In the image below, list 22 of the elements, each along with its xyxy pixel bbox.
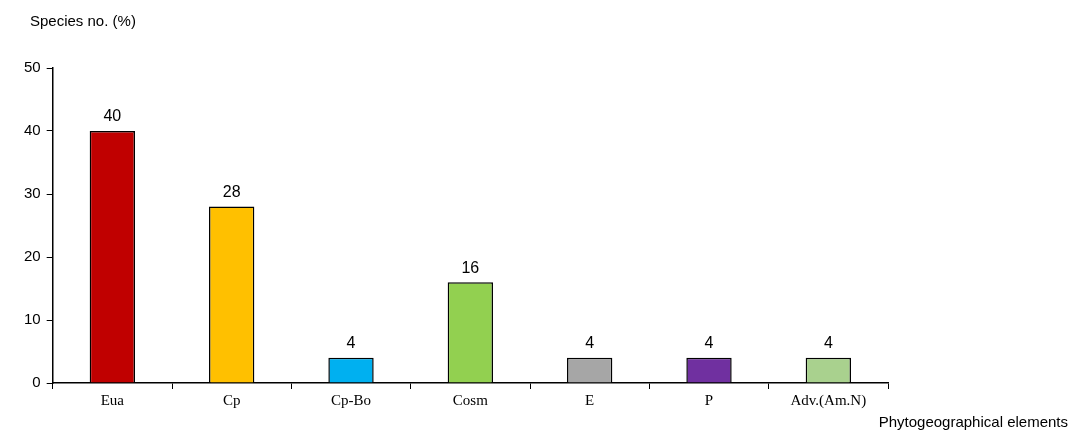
x-tick-label: Adv.(Am.N): [790, 391, 867, 409]
x-axis-title: Phytogeographical elements: [878, 413, 1068, 430]
x-tick-label: Cp: [222, 391, 241, 408]
data-label: 40: [103, 107, 122, 125]
x-tick-label: E: [585, 391, 595, 408]
y-tick-label: 30: [24, 184, 41, 202]
x-tick-label: Eua: [100, 391, 125, 408]
x-tick-label: Cp-Bo: [331, 391, 372, 408]
y-tick-label: 50: [24, 58, 41, 76]
data-label: 28: [222, 183, 241, 201]
y-tick-label: 0: [32, 373, 41, 391]
data-label: 4: [704, 334, 714, 352]
y-axis-title: Species no. (%): [30, 12, 136, 29]
data-label: 4: [585, 334, 595, 352]
data-label: 4: [346, 334, 356, 352]
y-tick-label: 20: [24, 247, 41, 265]
y-tick-label: 10: [24, 310, 41, 328]
y-tick-label: 40: [24, 121, 41, 139]
data-label: 4: [823, 334, 833, 352]
data-label: 16: [461, 258, 480, 276]
x-tick-label: Cosm: [452, 391, 489, 408]
x-tick-label: P: [704, 391, 714, 408]
